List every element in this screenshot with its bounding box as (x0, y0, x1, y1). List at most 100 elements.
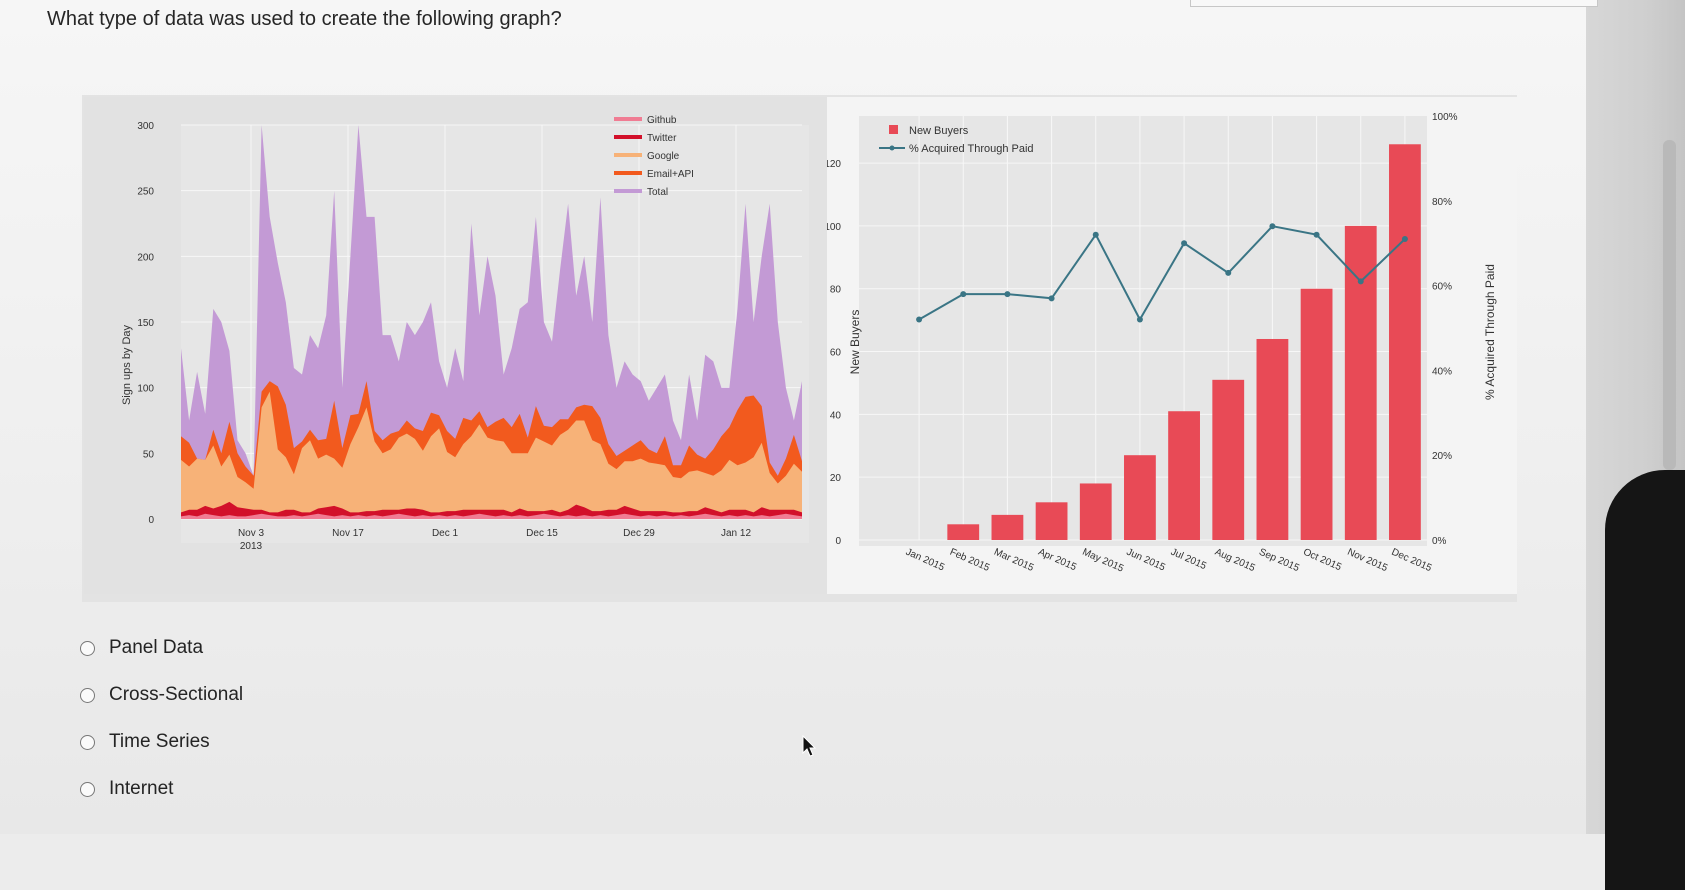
scrollbar[interactable] (1663, 140, 1676, 470)
line-point (1181, 240, 1188, 247)
line-point (1004, 291, 1011, 298)
legend-swatch (614, 117, 642, 121)
legend-swatch (614, 135, 642, 139)
y2-axis-label: % Acquired Through Paid (1483, 264, 1497, 400)
x-tick-label: Feb 2015 (948, 547, 991, 574)
x-tick-label: May 2015 (1081, 547, 1126, 575)
x-tick-label: Dec 15 (526, 528, 558, 539)
area-google (181, 391, 802, 519)
legend-label: Twitter (647, 133, 677, 144)
y-tick-label: 60 (830, 348, 842, 359)
y-tick-label: 300 (137, 121, 154, 132)
y-tick-label: 200 (137, 252, 154, 263)
y2-tick-label: 0% (1432, 536, 1447, 547)
x-tick-label: Oct 2015 (1301, 547, 1343, 574)
y-tick-label: 40 (830, 410, 842, 421)
y2-tick-label: 60% (1432, 282, 1452, 293)
bar-new-buyers (1300, 288, 1333, 540)
x-tick-label: Dec 29 (623, 528, 655, 539)
y-tick-label: 20 (830, 473, 842, 484)
y-tick-label: 150 (137, 318, 154, 329)
legend: Github Twitter Google Email+API Total (614, 115, 694, 198)
y-tick-label: 0 (835, 536, 841, 547)
legend-marker (889, 145, 895, 151)
bar-new-buyers (1256, 338, 1289, 540)
y2-tick-label: 20% (1432, 451, 1452, 462)
x-tick-label: Jun 2015 (1125, 547, 1167, 574)
line-point (916, 316, 923, 323)
y2-tick-label: 40% (1432, 366, 1452, 377)
answer-box (1190, 0, 1598, 7)
option-label: Cross-Sectional (109, 684, 244, 705)
x-tick-label: Mar 2015 (992, 547, 1035, 574)
legend-label: New Buyers (909, 125, 969, 137)
y-tick-label: 80 (830, 285, 842, 296)
mouse-cursor-icon (802, 735, 817, 757)
bar-new-buyers (991, 514, 1024, 540)
legend-label: Google (647, 151, 680, 162)
line-point (1225, 269, 1232, 276)
x-tick-sublabel: 2013 (240, 541, 263, 552)
x-tick-label: Dec 1 (432, 528, 459, 539)
bar-new-buyers (1168, 411, 1200, 540)
x-tick-label: Nov 17 (332, 528, 364, 539)
bar-new-buyers (1079, 483, 1112, 540)
legend-swatch (614, 189, 642, 193)
x-tick-label: Aug 2015 (1213, 547, 1257, 575)
area-github (181, 513, 802, 519)
y-axis-label: Sign ups by Day (121, 324, 133, 405)
line-point (1136, 316, 1143, 323)
radio-button[interactable] (80, 781, 95, 797)
x-tick-label: Jan 12 (721, 528, 751, 539)
y-tick-label: 100 (827, 222, 841, 233)
line-point (1357, 278, 1364, 285)
option-label: Internet (109, 778, 174, 799)
question-text: What type of data was used to create the… (47, 8, 562, 30)
x-tick-label: Jul 2015 (1169, 547, 1208, 573)
option-internet[interactable]: Internet (80, 778, 173, 800)
new-buyers-combo-chart: 0 20 40 60 80 100 120 0% 20% 40% 60% 80% 100% Jan 2… (827, 97, 1517, 594)
x-tick-label: Nov 2015 (1346, 547, 1390, 575)
option-time-series[interactable]: Time Series (80, 731, 210, 753)
y-tick-label: 120 (827, 159, 841, 170)
y2-tick-label: 80% (1432, 197, 1452, 208)
y-tick-label: 250 (137, 187, 154, 198)
foreground-device (1605, 470, 1685, 890)
bar-new-buyers (1124, 455, 1156, 540)
x-tick-label: Dec 2015 (1390, 547, 1434, 575)
line-point (1092, 231, 1099, 238)
x-tick-label: Nov 3 (238, 528, 265, 539)
y2-tick-label: 100% (1432, 112, 1458, 123)
line-point (1401, 235, 1408, 242)
x-tick-label: Apr 2015 (1036, 547, 1078, 574)
y-axis-label: New Buyers (848, 310, 862, 375)
line-point (1048, 295, 1055, 302)
legend: New Buyers % Acquired Through Paid (879, 125, 1034, 155)
legend-swatch (889, 125, 898, 134)
option-panel-data[interactable]: Panel Data (80, 637, 203, 659)
option-label: Panel Data (109, 637, 204, 658)
legend-label: % Acquired Through Paid (909, 143, 1034, 155)
line-point (960, 291, 967, 298)
radio-button[interactable] (80, 640, 95, 656)
line-percent-paid (918, 225, 1406, 322)
legend-label: Email+API (647, 169, 694, 180)
radio-button[interactable] (80, 687, 95, 703)
y-tick-label: 100 (137, 384, 154, 395)
legend-swatch (614, 171, 642, 175)
radio-button[interactable] (80, 734, 95, 750)
y-tick-label: 50 (143, 449, 155, 460)
x-tick-label: Jan 2015 (904, 547, 946, 574)
legend-swatch (614, 153, 642, 157)
bar-new-buyers (947, 524, 980, 540)
option-cross-sectional[interactable]: Cross-Sectional (80, 684, 243, 706)
bar-new-buyers (1344, 225, 1377, 541)
legend-label: Github (647, 115, 677, 126)
bar-new-buyers (1389, 144, 1421, 540)
line-point (1313, 231, 1320, 238)
line-point (1269, 223, 1276, 230)
x-tick-label: Sep 2015 (1257, 547, 1301, 575)
area-twitter (181, 501, 802, 519)
bar-new-buyers (1035, 502, 1068, 540)
bar-new-buyers (1212, 379, 1245, 540)
